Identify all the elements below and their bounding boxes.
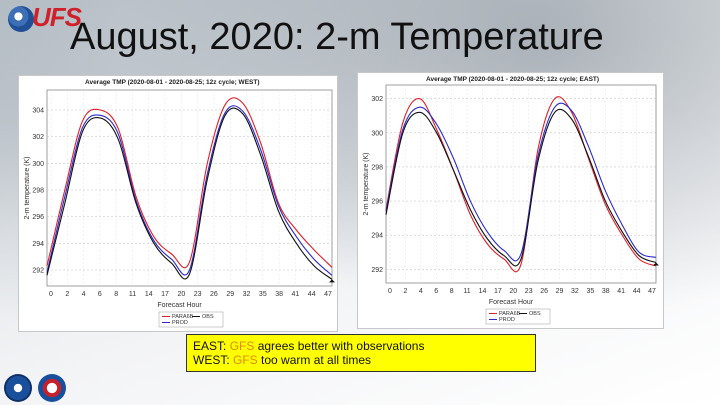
note-west-text: too warm at all times (257, 353, 372, 367)
chart-0-x-tick-label: 0 (49, 291, 53, 298)
chart-0-x-tick-label: 29 (226, 291, 234, 298)
chart-1-x-tick-label: 17 (494, 288, 502, 295)
chart-0-x-tick-label: 47 (324, 291, 332, 298)
chart-1-legend-box (485, 308, 551, 325)
chart-1-y-tick-label: 296 (371, 199, 383, 206)
chart-0-x-tick-label: 2 (65, 291, 69, 298)
chart-0-x-tick-label: 8 (114, 291, 118, 298)
chart-0-x-tick-label: 20 (177, 291, 185, 298)
noaa-seal-icon (4, 374, 32, 402)
chart-1-series-prod-line (385, 102, 657, 262)
chart-0-legend-label-para6b: PARA6B (172, 314, 194, 320)
chart-1-y-tick-label: 302 (371, 96, 383, 103)
chart-1-legend-label-obs: OBS (529, 311, 541, 317)
chart-1-plot-frame (385, 84, 657, 284)
chart-0-y-tick-label: 294 (32, 241, 44, 248)
chart-west: Average TMP (2020-08-01 - 2020-08-25; 12… (18, 75, 338, 332)
chart-1-x-tick-label: 44 (633, 288, 641, 295)
chart-east: Average TMP (2020-08-01 - 2020-08-25; 12… (357, 72, 664, 329)
chart-1-obs-marker (653, 262, 659, 266)
chart-0-title: Average TMP (2020-08-01 - 2020-08-25; 12… (85, 79, 260, 86)
chart-0-x-tick-label: 6 (98, 291, 102, 298)
chart-0-y-tick-label: 298 (32, 188, 44, 195)
ufs-swirl-icon (8, 6, 34, 32)
chart-1-x-tick-label: 35 (586, 288, 594, 295)
chart-1-x-tick-label: 14 (479, 288, 487, 295)
chart-1-x-tick-label: 23 (525, 288, 533, 295)
chart-0-x-tick-label: 4 (82, 291, 86, 298)
chart-1-x-tick-label: 0 (388, 288, 392, 295)
chart-0-obs-marker (329, 279, 335, 283)
note-east-prefix: EAST: (193, 339, 230, 353)
chart-0-x-tick-label: 14 (145, 291, 153, 298)
chart-0-x-tick-label: 41 (292, 291, 300, 298)
chart-1-series-para6b-line (385, 96, 657, 273)
note-east: EAST: GFS agrees better with observation… (193, 339, 529, 353)
agency-logos (4, 372, 74, 405)
chart-0-y-tick-label: 292 (32, 268, 44, 275)
chart-1-y-tick-label: 298 (371, 164, 383, 171)
chart-0-x-tick-label: 35 (259, 291, 267, 298)
note-west: WEST: GFS too warm at all times (193, 353, 529, 367)
chart-1-x-tick-label: 2 (403, 288, 407, 295)
chart-0-y-tick-label: 304 (32, 108, 44, 115)
chart-0-series-prod-line (46, 105, 333, 276)
chart-1-x-tick-label: 41 (617, 288, 625, 295)
ufs-logo: UFS (8, 2, 82, 34)
chart-0-x-tick-label: 11 (129, 291, 136, 298)
chart-0-y-tick-label: 300 (32, 161, 44, 168)
chart-east-svg: Average TMP (2020-08-01 - 2020-08-25; 12… (363, 76, 659, 325)
chart-1-y-axis-label: 2-m temperature (K) (363, 152, 370, 215)
chart-1-series-obs-line (385, 108, 657, 267)
chart-0-y-tick-label: 296 (32, 214, 44, 221)
nws-seal-icon (38, 374, 66, 402)
chart-1-x-tick-label: 38 (602, 288, 610, 295)
chart-1-x-tick-label: 6 (434, 288, 438, 295)
chart-0-y-axis-label: 2-m temperature (K) (24, 156, 31, 219)
chart-0-x-tick-label: 26 (210, 291, 218, 298)
chart-0-legend-box (158, 311, 224, 328)
chart-1-x-axis-label: Forecast Hour (489, 299, 534, 306)
summary-note: EAST: GFS agrees better with observation… (186, 334, 536, 372)
chart-1-x-tick-label: 11 (463, 288, 470, 295)
chart-1-y-tick-label: 292 (371, 267, 383, 274)
chart-0-legend-label-obs: OBS (202, 314, 214, 320)
chart-1-y-tick-label: 300 (371, 130, 383, 137)
chart-0-legend-label-prod: PROD (172, 320, 188, 326)
chart-1-x-tick-label: 20 (509, 288, 517, 295)
chart-1-x-tick-label: 32 (571, 288, 579, 295)
note-west-prefix: WEST: (193, 353, 234, 367)
chart-west-svg: Average TMP (2020-08-01 - 2020-08-25; 12… (24, 79, 335, 328)
chart-1-x-tick-label: 8 (450, 288, 454, 295)
chart-1-x-tick-label: 29 (556, 288, 564, 295)
note-west-gfs: GFS (233, 353, 258, 367)
chart-1-legend-label-para6b: PARA6B (499, 311, 521, 317)
chart-1-x-tick-label: 47 (648, 288, 656, 295)
chart-0-x-axis-label: Forecast Hour (157, 302, 202, 309)
chart-1-legend-label-prod: PROD (499, 317, 515, 323)
chart-0-x-tick-label: 17 (161, 291, 169, 298)
note-east-gfs: GFS (229, 339, 255, 353)
chart-0-x-tick-label: 38 (275, 291, 283, 298)
chart-0-x-tick-label: 23 (194, 291, 202, 298)
chart-0-plot-frame (46, 89, 333, 287)
chart-1-x-tick-label: 4 (419, 288, 423, 295)
chart-1-title: Average TMP (2020-08-01 - 2020-08-25; 12… (426, 76, 599, 83)
slide-title: August, 2020: 2-m Temperature (70, 16, 604, 58)
chart-0-x-tick-label: 32 (243, 291, 251, 298)
chart-0-series-para6b-line (46, 97, 333, 269)
chart-1-y-tick-label: 294 (371, 233, 383, 240)
chart-0-series-obs-line (46, 107, 333, 280)
chart-0-y-tick-label: 302 (32, 134, 44, 141)
note-east-text: agrees better with observations (254, 339, 425, 353)
ufs-logo-text: UFS (32, 2, 82, 32)
chart-0-x-tick-label: 44 (308, 291, 316, 298)
chart-1-x-tick-label: 26 (540, 288, 548, 295)
